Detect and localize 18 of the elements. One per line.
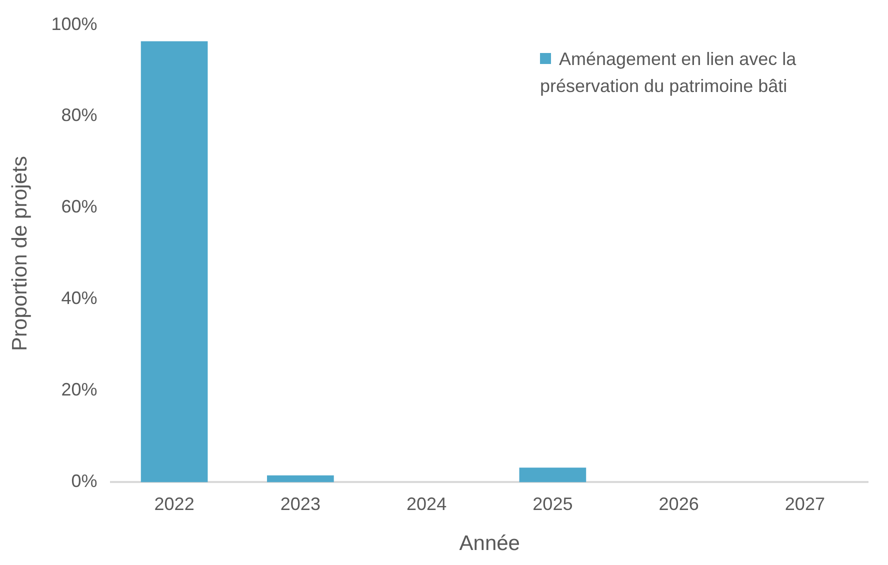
x-tick-label: 2026: [658, 494, 699, 514]
y-tick-label: 40%: [61, 288, 98, 308]
bar: [267, 475, 334, 482]
bar: [519, 468, 586, 482]
y-axis-title: Proportion de projets: [8, 156, 32, 351]
y-tick-label: 0%: [71, 471, 98, 492]
y-tick-label: 100%: [51, 14, 98, 34]
legend-label: Aménagement en lien avec la préservation du patrimoine bâti: [540, 48, 798, 98]
x-tick-label: 2022: [154, 494, 194, 514]
x-tick-label: 2025: [532, 494, 573, 514]
y-tick-label: 60%: [61, 196, 98, 217]
x-tick-label: 2023: [280, 494, 320, 514]
x-tick-label: 2024: [406, 494, 447, 514]
x-axis-title: Année: [459, 532, 520, 556]
y-tick-label: 80%: [61, 105, 98, 126]
x-tick-label: 2027: [784, 494, 825, 514]
bar: [140, 41, 208, 482]
y-tick-label: 20%: [61, 380, 98, 400]
